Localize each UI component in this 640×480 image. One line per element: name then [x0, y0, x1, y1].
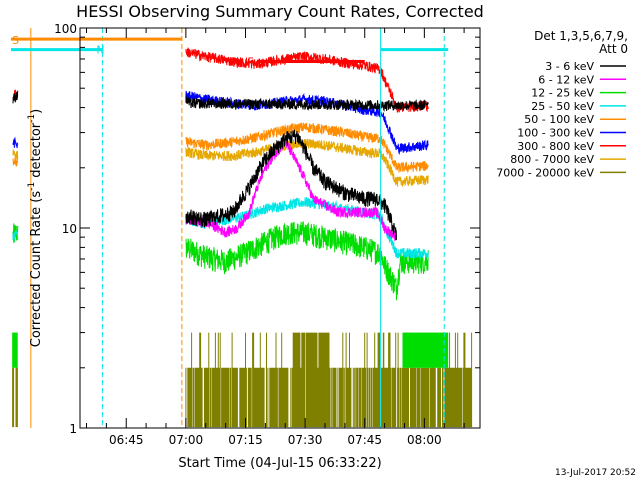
series-3-6-kev-peak-trace — [185, 129, 397, 241]
legend-label: 7000 - 20000 keV — [496, 166, 594, 179]
x-tick-label: 08:00 — [407, 433, 442, 447]
x-axis-label: Start Time (04-Jul-15 06:33:22) — [178, 456, 381, 471]
series-6-12-kev-trace — [185, 138, 397, 242]
attenuator-label: Att 0 — [599, 42, 628, 56]
x-tick-label: 07:00 — [169, 433, 204, 447]
footer-date: 13-Jul-2017 20:52 — [555, 468, 636, 478]
series-12-25-kev-late-block — [402, 332, 449, 368]
y-axis-label: Corrected Count Rate (s-1 detector-1) — [27, 109, 44, 347]
series-3-6-kev-trace — [12, 90, 429, 113]
detector-label: Det 1,3,5,6,7,9, — [534, 29, 628, 43]
series-800-7000-kev-trace — [12, 138, 429, 187]
legend-label: 12 - 25 keV — [531, 87, 594, 100]
legend-label: 3 - 6 keV — [545, 60, 594, 73]
legend-label: 6 - 12 keV — [538, 73, 594, 86]
y-tick-label: 1 — [69, 422, 77, 436]
x-tick-label: 06:45 — [109, 433, 144, 447]
x-tick-label: 07:45 — [347, 433, 382, 447]
flag-label-n: N — [96, 44, 104, 57]
series-7000-20000-kev-trace — [12, 332, 473, 428]
x-tick-label: 07:30 — [288, 433, 323, 447]
legend-label: 25 - 50 keV — [531, 100, 594, 113]
chart-title: HESSI Observing Summary Count Rates, Cor… — [76, 2, 484, 21]
legend-label: 300 - 800 keV — [517, 140, 594, 153]
x-tick-label: 07:15 — [228, 433, 263, 447]
legend-label: 100 - 300 keV — [517, 127, 594, 140]
series-25-50-kev-trace — [12, 197, 429, 259]
legend-label: 800 - 7000 keV — [510, 153, 594, 166]
flag-label-f: F — [247, 55, 253, 68]
flag-label-s: S — [12, 34, 19, 47]
y-tick-label: 10 — [62, 222, 77, 236]
legend-label: 50 - 100 keV — [524, 113, 594, 126]
series-12-25-kev-early-block — [12, 332, 18, 368]
y-tick-label: 100 — [54, 22, 77, 36]
